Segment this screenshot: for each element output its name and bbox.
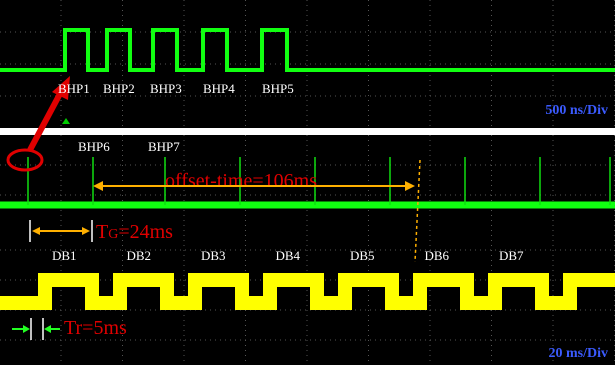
tr-label: Tr=5ms	[64, 317, 127, 339]
db-label: DB6	[425, 248, 450, 263]
pulse-label: BHP5	[262, 81, 294, 96]
offset-label: offset-time=106ms	[165, 170, 317, 192]
top-screen	[0, 0, 615, 128]
db-label: DB1	[52, 248, 77, 263]
db-label: DB4	[276, 248, 301, 263]
pulse-label: BHP2	[103, 81, 135, 96]
tg-label: TG=24ms	[96, 221, 173, 243]
db-label: DB2	[127, 248, 152, 263]
db-label: DB5	[350, 248, 375, 263]
db-label: DB3	[201, 248, 226, 263]
scope-screenshot: 500 ns/Div 20 ms/Div offset-time=106ms T…	[0, 0, 615, 365]
pulse-label: BHP6	[78, 139, 110, 154]
timebase-top: 500 ns/Div	[545, 103, 608, 118]
tg-sub: G	[108, 227, 118, 242]
db-label: DB7	[499, 248, 524, 263]
tg-main: T	[96, 221, 108, 243]
pulse-label: BHP4	[203, 81, 235, 96]
pulse-label: BHP7	[148, 139, 180, 154]
pulse-label: BHP1	[58, 81, 90, 96]
pulse-label: BHP3	[150, 81, 182, 96]
timebase-bottom: 20 ms/Div	[549, 346, 609, 361]
tg-rest: =24ms	[118, 221, 173, 243]
